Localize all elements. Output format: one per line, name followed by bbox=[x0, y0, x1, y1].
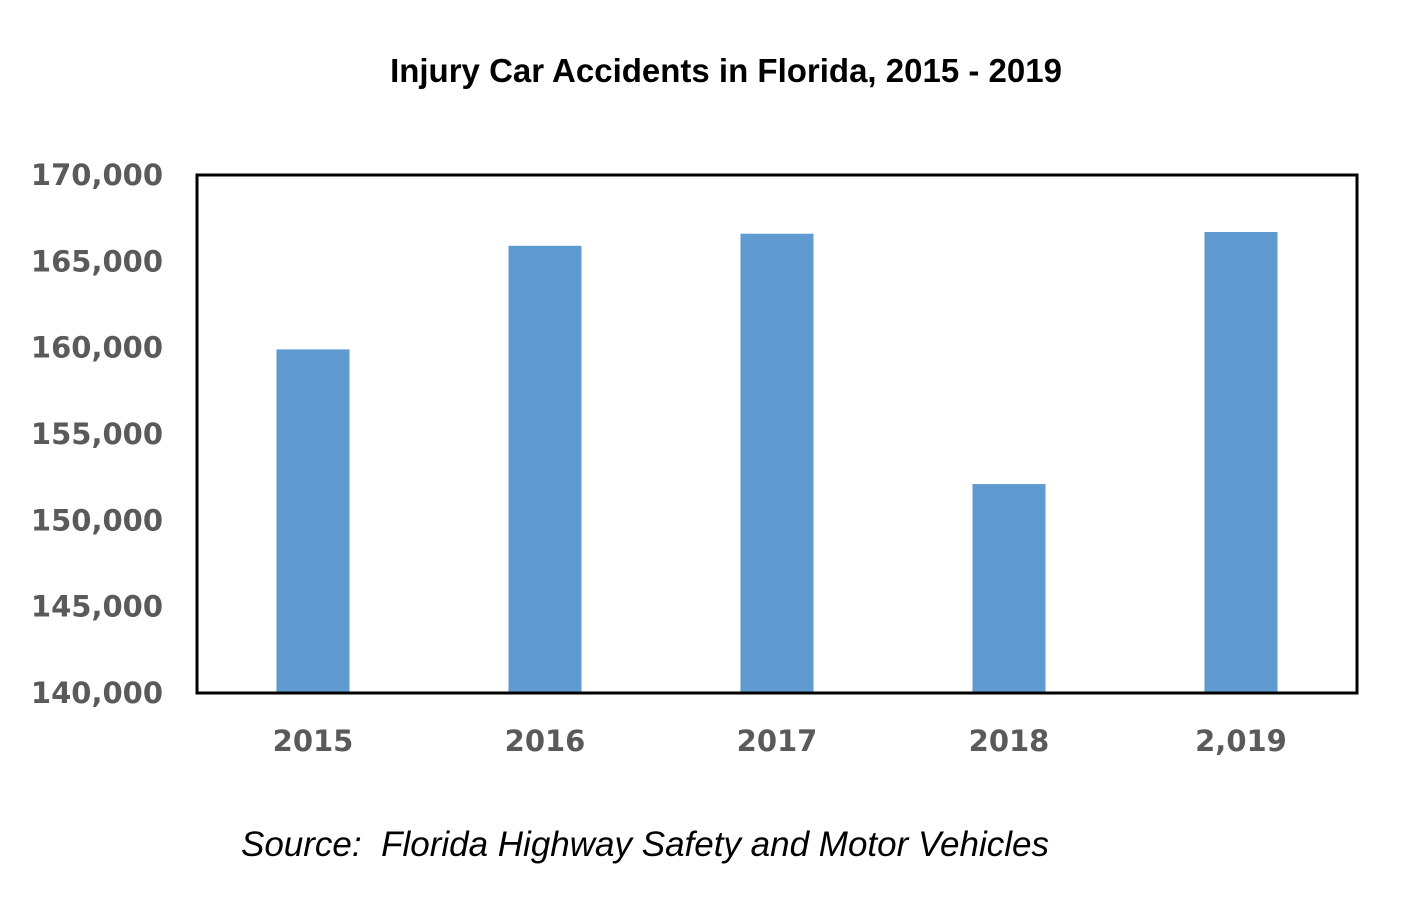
y-tick-label: 165,000 bbox=[31, 244, 163, 278]
x-tick-label: 2017 bbox=[737, 724, 818, 758]
y-tick-label: 150,000 bbox=[31, 503, 163, 537]
x-tick-label: 2015 bbox=[273, 724, 354, 758]
bar-2 bbox=[740, 233, 814, 693]
bar-3 bbox=[972, 484, 1046, 693]
bar-4 bbox=[1204, 231, 1278, 694]
y-tick-label: 155,000 bbox=[31, 417, 163, 451]
bar-1 bbox=[508, 245, 582, 693]
bars bbox=[276, 231, 1278, 694]
x-tick-label: 2018 bbox=[969, 724, 1050, 758]
y-tick-label: 160,000 bbox=[31, 331, 163, 365]
y-tick-label: 170,000 bbox=[31, 158, 163, 192]
y-axis-ticks: 140,000 145,000 150,000 155,000 160,000 165,0… bbox=[31, 158, 163, 710]
x-axis-ticks: 2015 2016 2017 2018 2,019 bbox=[273, 724, 1287, 758]
plot-frame bbox=[195, 173, 1359, 695]
chart-title: Injury Car Accidents in Florida, 2015 - … bbox=[390, 52, 1062, 89]
x-tick-label: 2,019 bbox=[1195, 724, 1287, 758]
source-note: Source: Florida Highway Safety and Motor… bbox=[241, 825, 1049, 864]
x-tick-label: 2016 bbox=[505, 724, 586, 758]
y-tick-label: 140,000 bbox=[31, 676, 163, 710]
y-tick-label: 145,000 bbox=[31, 590, 163, 624]
bar-0 bbox=[276, 349, 350, 693]
